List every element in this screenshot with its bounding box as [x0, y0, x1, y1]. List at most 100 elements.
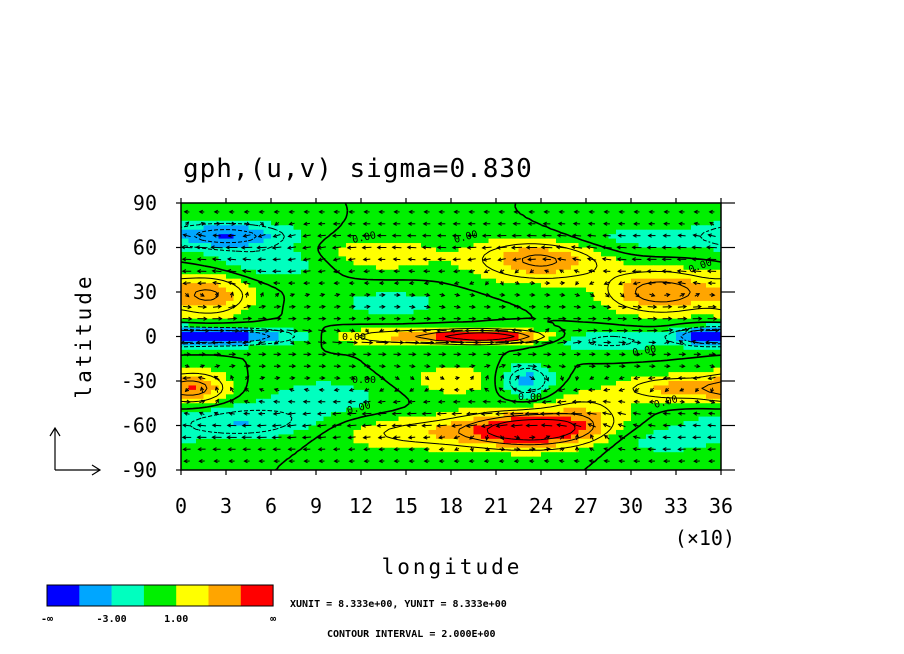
- heatmap-cell: [616, 229, 624, 235]
- heatmap-cell: [511, 367, 519, 373]
- wind-vector: [361, 245, 372, 250]
- heatmap-cell: [241, 372, 249, 377]
- heatmap-cell: [638, 327, 647, 333]
- heatmap-cell: [196, 203, 204, 208]
- heatmap-cell: [256, 211, 264, 217]
- heatmap-cell: [413, 225, 422, 231]
- heatmap-cell: [608, 327, 617, 333]
- heatmap-cell: [361, 287, 369, 293]
- heatmap-cell: [308, 358, 317, 364]
- heatmap-cell: [676, 283, 684, 288]
- heatmap-cell: [563, 340, 572, 346]
- heatmap-cell: [211, 203, 219, 208]
- heatmap-cell: [586, 314, 594, 320]
- heatmap-cell: [683, 256, 692, 262]
- wind-vector: [453, 209, 460, 215]
- heatmap-cell: [376, 407, 384, 413]
- heatmap-cell: [466, 363, 474, 369]
- heatmap-cell: [698, 358, 707, 364]
- heatmap-cell: [698, 407, 707, 413]
- heatmap-cell: [451, 305, 459, 311]
- heatmap-cell: [571, 372, 579, 377]
- heatmap-cell: [278, 318, 287, 324]
- heatmap-cell: [541, 211, 549, 217]
- wind-vector: [349, 375, 356, 381]
- heatmap-cell: [353, 260, 362, 266]
- heatmap-cell: [631, 238, 639, 244]
- heatmap-cell: [556, 309, 564, 315]
- heatmap-cell: [548, 340, 557, 346]
- heatmap-cell: [668, 385, 677, 391]
- heatmap-cell: [301, 309, 309, 315]
- wind-vector: [570, 245, 583, 250]
- heatmap-cell: [571, 296, 579, 302]
- heatmap-cell: [346, 283, 354, 288]
- heatmap-cell: [466, 381, 474, 386]
- heatmap-cell: [436, 300, 444, 306]
- heatmap-cell: [413, 203, 422, 208]
- heatmap-cell: [533, 376, 542, 382]
- heatmap-cell: [278, 416, 287, 422]
- heatmap-cell: [631, 296, 639, 302]
- heatmap-cell: [398, 229, 407, 235]
- wind-vector: [407, 221, 416, 226]
- heatmap-cell: [188, 203, 197, 208]
- heatmap-cell: [188, 234, 197, 239]
- heatmap-cell: [646, 429, 654, 435]
- wind-vector: [555, 411, 568, 416]
- heatmap-cell: [248, 425, 257, 431]
- heatmap-cell: [563, 443, 572, 449]
- heatmap-cell: [646, 381, 654, 386]
- heatmap-cell: [413, 394, 422, 400]
- heatmap-cell: [676, 256, 684, 262]
- wind-vector: [332, 221, 341, 226]
- heatmap-cell: [473, 203, 482, 208]
- heatmap-cell: [256, 203, 264, 208]
- wind-vector: [634, 364, 641, 369]
- heatmap-cell: [181, 412, 189, 417]
- heatmap-cell: [181, 314, 189, 320]
- heatmap-cell: [188, 367, 197, 373]
- heatmap-cell: [368, 363, 377, 369]
- heatmap-cell: [556, 452, 564, 458]
- heatmap-cell: [203, 234, 212, 239]
- heatmap-cell: [676, 345, 684, 351]
- heatmap-cell: [241, 354, 249, 360]
- heatmap-cell: [233, 385, 242, 391]
- heatmap-cell: [443, 318, 452, 324]
- heatmap-cell: [488, 238, 497, 244]
- heatmap-cell: [466, 465, 474, 471]
- heatmap-cell: [383, 358, 392, 364]
- heatmap-cell: [271, 438, 279, 444]
- heatmap-cell: [323, 443, 332, 449]
- heatmap-cell: [286, 300, 294, 306]
- wind-vector: [632, 233, 641, 238]
- heatmap-cell: [293, 314, 302, 320]
- heatmap-cell: [518, 416, 527, 422]
- wind-vector: [544, 292, 551, 298]
- heatmap-cell: [286, 465, 294, 471]
- heatmap-cell: [241, 292, 249, 297]
- heatmap-cell: [683, 305, 692, 311]
- heatmap-cell: [443, 225, 452, 231]
- heatmap-cell: [473, 229, 482, 235]
- heatmap-cell: [353, 367, 362, 373]
- heatmap-cell: [623, 412, 632, 417]
- wind-vector: [379, 375, 386, 380]
- heatmap-cell: [323, 251, 332, 257]
- heatmap-cell: [428, 314, 437, 320]
- heatmap-cell: [533, 287, 542, 293]
- heatmap-cell: [233, 323, 242, 328]
- heatmap-cell: [713, 349, 722, 355]
- heatmap-cell: [338, 278, 347, 284]
- heatmap-cell: [248, 389, 257, 395]
- wind-vector: [572, 328, 583, 333]
- heatmap-cell: [601, 425, 609, 431]
- heatmap-cell: [413, 274, 422, 280]
- wind-vector: [349, 328, 356, 333]
- heatmap-cell: [241, 300, 249, 306]
- wind-vector: [394, 364, 401, 369]
- heatmap-cell: [361, 323, 369, 328]
- heatmap-cell: [233, 349, 242, 355]
- wind-vector: [587, 328, 598, 333]
